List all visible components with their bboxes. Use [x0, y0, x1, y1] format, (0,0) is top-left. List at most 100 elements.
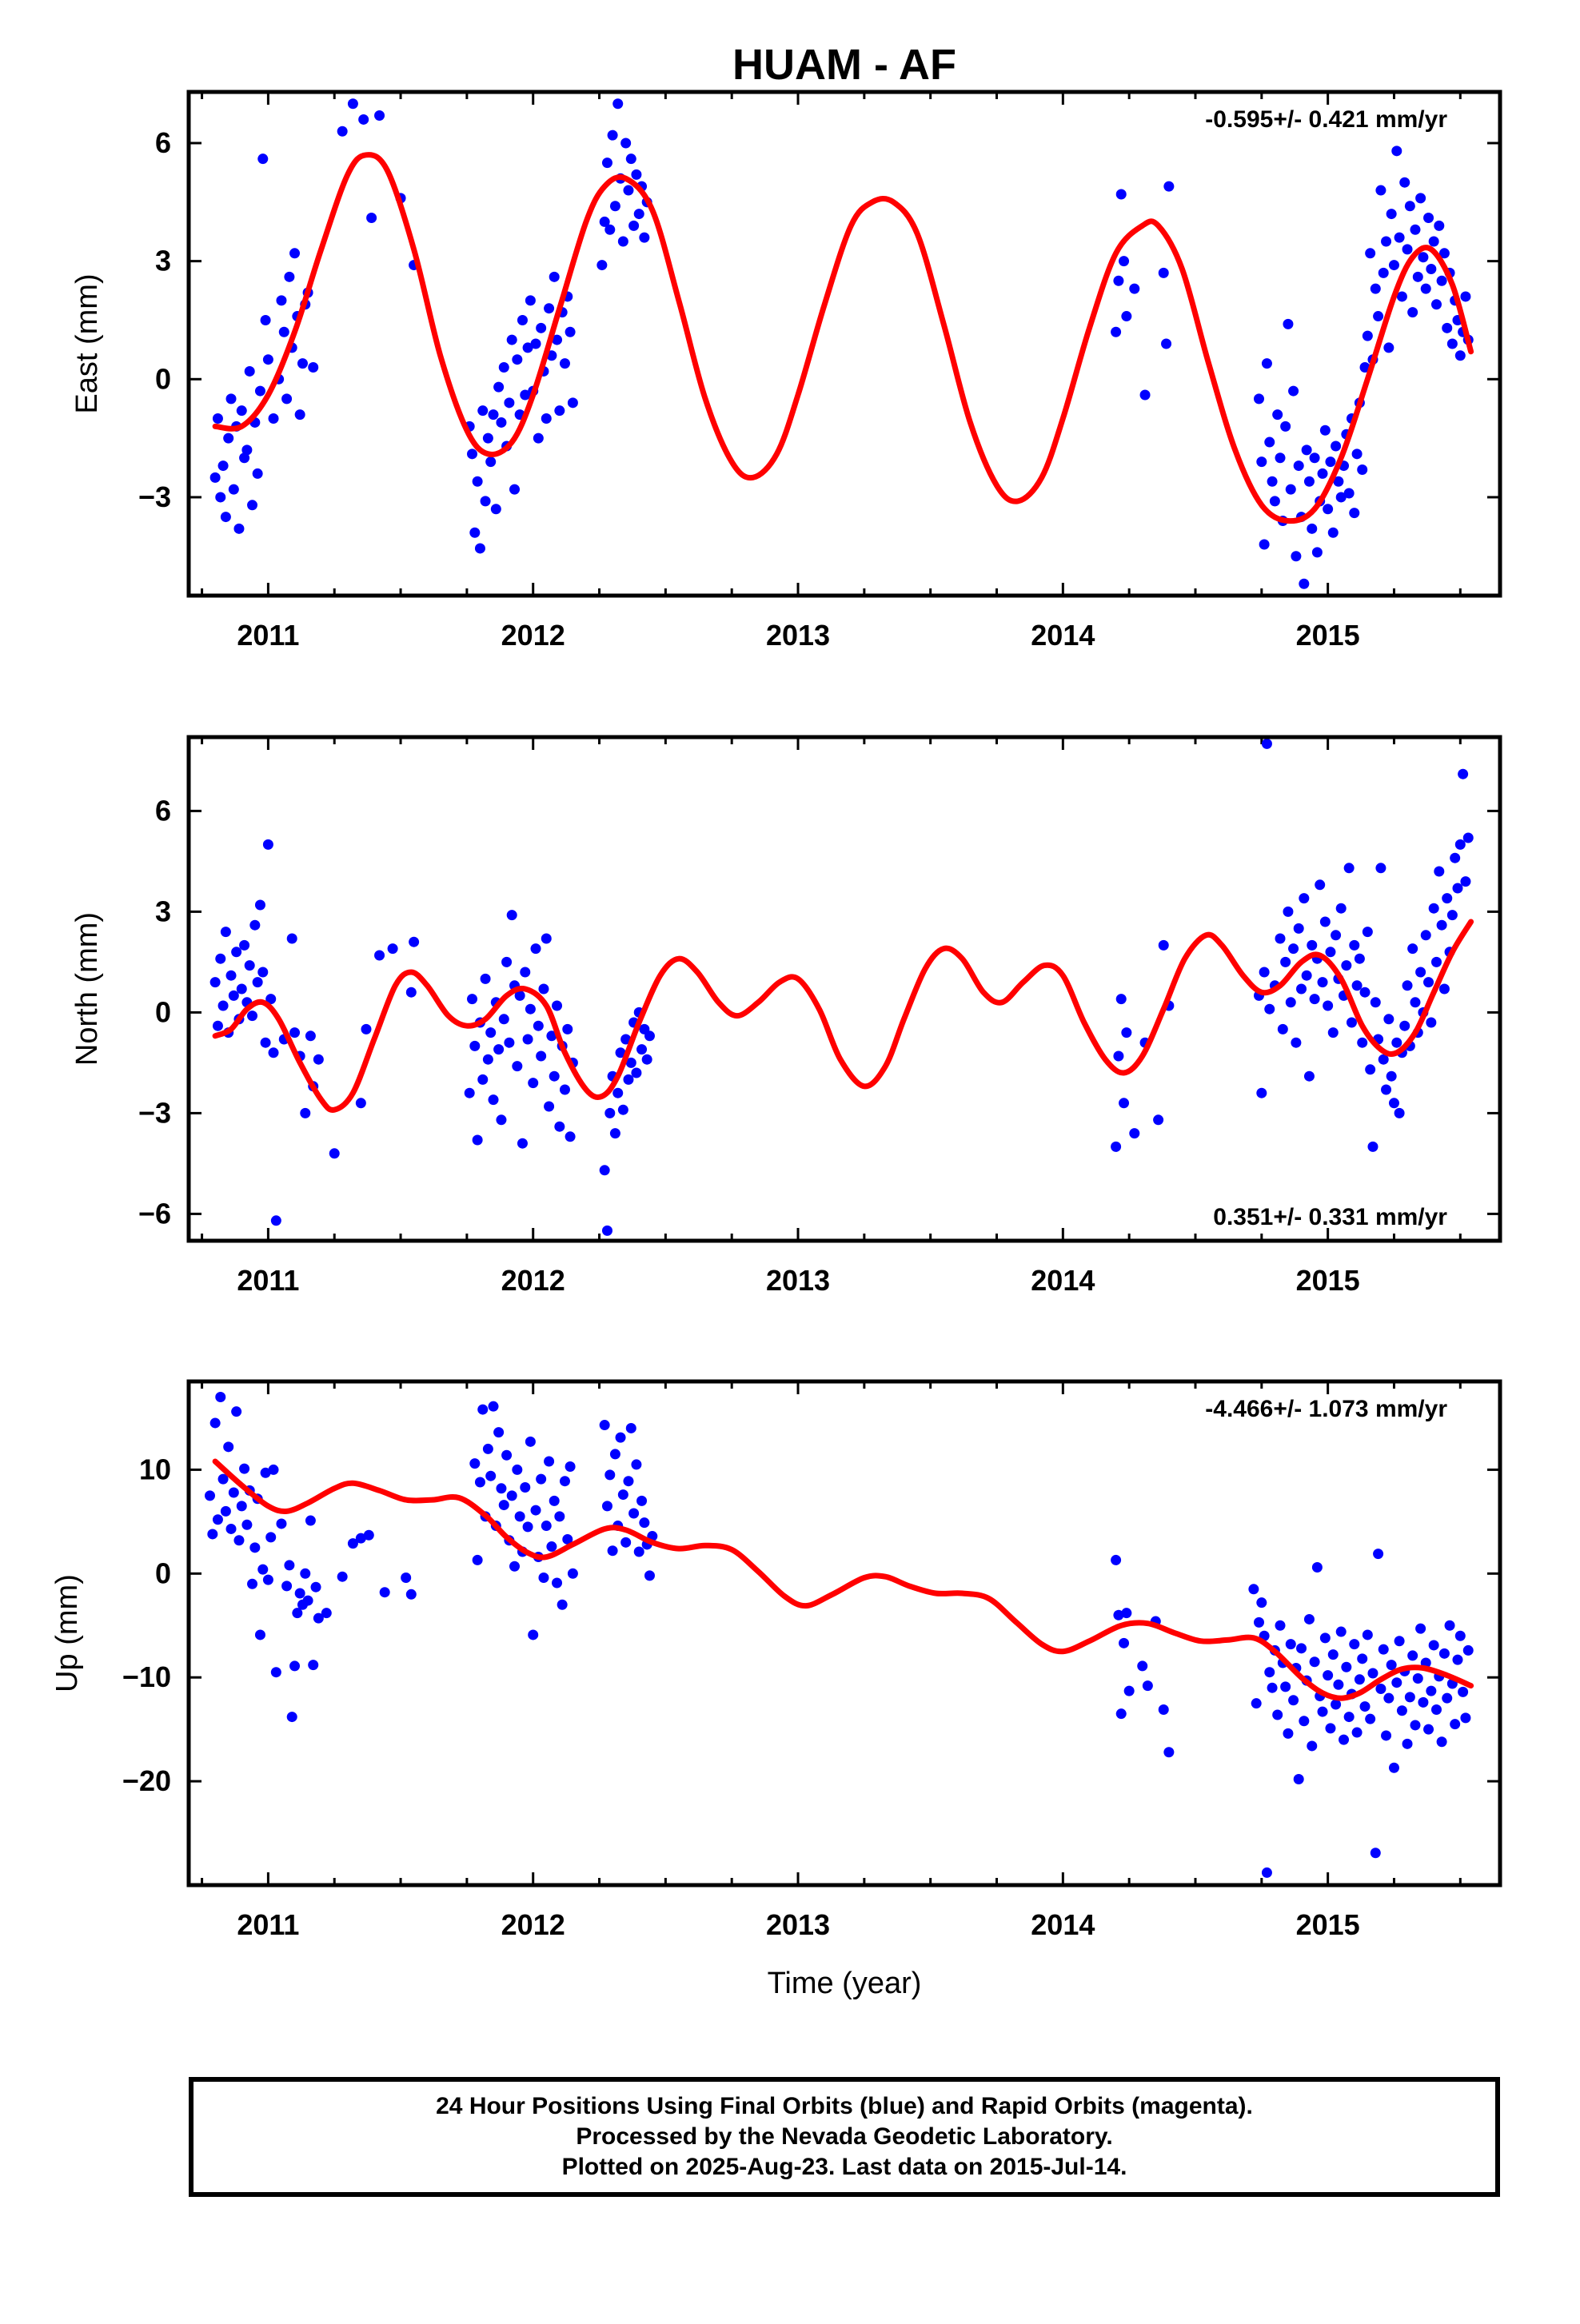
up-data-point: [620, 1537, 632, 1548]
north-data-point: [631, 1067, 642, 1078]
north-data-point: [1325, 947, 1336, 958]
east-data-point: [225, 393, 237, 405]
east-x-tick-label: 2013: [766, 619, 830, 652]
east-data-point: [1446, 338, 1458, 349]
up-data-point: [536, 1473, 547, 1485]
north-data-point: [1299, 893, 1310, 904]
up-data-point: [1394, 1636, 1405, 1647]
up-data-point: [1430, 1704, 1442, 1715]
up-data-point: [228, 1487, 239, 1498]
north-data-point: [1323, 1000, 1334, 1011]
east-data-point: [215, 492, 226, 503]
north-data-point: [1362, 927, 1373, 938]
north-data-point: [1423, 977, 1434, 988]
footer-box: 24 Hour Positions Using Final Orbits (bl…: [189, 2077, 1500, 2197]
up-data-point: [1373, 1549, 1384, 1560]
north-data-point: [1370, 997, 1381, 1008]
up-data-point: [1311, 1562, 1323, 1573]
north-data-point: [1119, 1098, 1130, 1109]
north-data-point: [1331, 930, 1342, 941]
up-data: [205, 1391, 1474, 1878]
east-data-point: [1269, 496, 1280, 507]
up-data-point: [493, 1427, 505, 1438]
up-data-point: [313, 1612, 324, 1624]
east-data-point: [496, 417, 507, 428]
up-fit-curve: [212, 1458, 1474, 1701]
up-data-point: [623, 1476, 634, 1487]
east-panel: 2011 2012 2013 2014 2015 −3 0 3 6 East (mm) -0.595…: [70, 90, 1502, 652]
east-data-point: [1365, 248, 1376, 259]
east-data-point: [1264, 436, 1275, 448]
up-data-point: [207, 1529, 218, 1540]
east-data-point: [477, 405, 489, 417]
east-data-point: [472, 476, 483, 487]
north-data-point: [514, 990, 525, 1001]
north-data-point: [254, 899, 265, 911]
east-data-point: [525, 295, 536, 306]
up-data-point: [289, 1660, 301, 1672]
north-data-point: [1415, 967, 1426, 978]
up-data-point: [405, 1589, 417, 1600]
east-x-tick-label: 2011: [237, 619, 299, 652]
up-data-point: [1113, 1609, 1124, 1620]
east-data-point: [1434, 220, 1445, 231]
east-data-point: [1333, 476, 1344, 487]
north-data-point: [1291, 1037, 1302, 1048]
east-data-point: [1261, 358, 1272, 369]
east-data-point: [1404, 201, 1415, 212]
up-data-point: [1410, 1720, 1421, 1731]
up-data-point: [1454, 1630, 1466, 1641]
east-data-point: [474, 543, 485, 554]
east-data-point: [480, 496, 491, 507]
north-data-point: [477, 1074, 489, 1085]
up-x-tick-label: 2013: [766, 1908, 830, 1941]
north-data-point: [1383, 1014, 1394, 1025]
up-data-point: [625, 1422, 636, 1433]
up-data-point: [215, 1391, 226, 1402]
up-data-point: [1293, 1774, 1304, 1785]
east-data-point: [517, 314, 528, 325]
east-data-point: [1158, 267, 1169, 278]
up-data-point: [609, 1449, 620, 1460]
north-data-point: [209, 977, 221, 988]
up-data-point: [644, 1570, 655, 1581]
east-data-point: [1335, 492, 1347, 503]
north-data-point: [405, 987, 417, 998]
north-data-point: [409, 936, 420, 947]
north-data-point: [1301, 970, 1312, 981]
north-data-point: [601, 1225, 612, 1236]
north-data-point: [501, 956, 513, 967]
up-data-point: [1458, 1686, 1469, 1697]
up-data-point: [482, 1443, 493, 1454]
north-data-point: [467, 994, 478, 1005]
east-data-point: [1362, 330, 1373, 341]
north-data-point: [599, 1165, 610, 1176]
up-data-point: [1444, 1620, 1455, 1631]
east-data-point: [617, 236, 628, 247]
north-data-point: [252, 977, 263, 988]
east-data-point: [1311, 547, 1323, 558]
east-data-point: [1301, 444, 1312, 456]
north-data-point: [625, 1057, 636, 1068]
north-data-point: [1386, 1070, 1397, 1082]
north-data-point: [485, 1027, 497, 1038]
east-data-point: [1280, 421, 1291, 432]
north-data-point: [1296, 983, 1307, 995]
east-data-point: [1383, 342, 1394, 353]
up-data-point: [1248, 1584, 1259, 1595]
up-data-point: [557, 1599, 568, 1610]
east-data-point: [498, 362, 509, 373]
north-data-point: [636, 1044, 648, 1055]
east-y-tick-label: 6: [155, 126, 171, 159]
north-data-point: [552, 1000, 563, 1011]
east-data-point: [247, 500, 258, 511]
east-data-point: [1139, 389, 1151, 401]
north-plot-frame: [186, 735, 1502, 1243]
east-data-point: [533, 433, 544, 444]
north-data-point: [1391, 1037, 1402, 1048]
up-data-point: [239, 1463, 250, 1474]
east-data-point: [1420, 283, 1431, 294]
up-data-point: [541, 1521, 552, 1532]
north-data-point: [562, 1023, 573, 1034]
up-data-point: [1438, 1648, 1450, 1659]
